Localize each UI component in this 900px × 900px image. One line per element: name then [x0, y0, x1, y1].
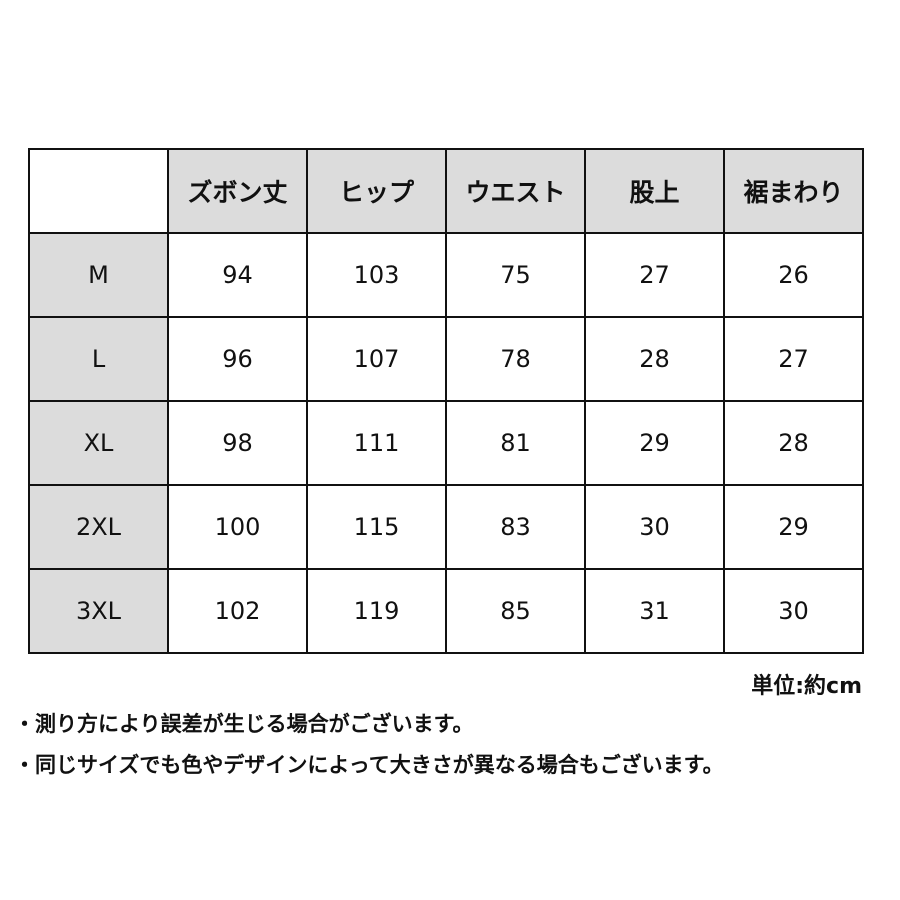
value-cell: 85	[445, 568, 586, 654]
value-cell: 100	[167, 484, 308, 570]
value-cell: 27	[584, 232, 725, 318]
header-cell: ヒップ	[306, 148, 447, 234]
value-cell: 119	[306, 568, 447, 654]
data-row: M 94 103 75 27 26	[28, 232, 864, 318]
value-cell: 75	[445, 232, 586, 318]
header-cell: 裾まわり	[723, 148, 864, 234]
unit-label: 単位:約cm	[751, 674, 862, 699]
value-cell: 28	[723, 400, 864, 486]
header-cell: ズボン丈	[167, 148, 308, 234]
value-cell: 30	[723, 568, 864, 654]
data-row: L 96 107 78 28 27	[28, 316, 864, 402]
size-cell: 2XL	[28, 484, 169, 570]
size-cell: L	[28, 316, 169, 402]
note: ・同じサイズでも色やデザインによって大きさが異なる場合もございます。	[14, 753, 724, 777]
value-cell: 102	[167, 568, 308, 654]
value-cell: 26	[723, 232, 864, 318]
data-row: 3XL 102 119 85 31 30	[28, 568, 864, 654]
value-cell: 83	[445, 484, 586, 570]
value-cell: 27	[723, 316, 864, 402]
header-cell: 股上	[584, 148, 725, 234]
data-row: 2XL 100 115 83 30 29	[28, 484, 864, 570]
value-cell: 31	[584, 568, 725, 654]
header-row: ズボン丈 ヒップ ウエスト 股上 裾まわり	[28, 148, 864, 234]
value-cell: 28	[584, 316, 725, 402]
size-cell: M	[28, 232, 169, 318]
size-cell: 3XL	[28, 568, 169, 654]
data-row: XL 98 111 81 29 28	[28, 400, 864, 486]
value-cell: 78	[445, 316, 586, 402]
value-cell: 107	[306, 316, 447, 402]
value-cell: 98	[167, 400, 308, 486]
value-cell: 103	[306, 232, 447, 318]
size-cell: XL	[28, 400, 169, 486]
note: ・測り方により誤差が生じる場合がございます。	[14, 712, 474, 736]
value-cell: 94	[167, 232, 308, 318]
value-cell: 81	[445, 400, 586, 486]
value-cell: 29	[723, 484, 864, 570]
value-cell: 96	[167, 316, 308, 402]
value-cell: 111	[306, 400, 447, 486]
corner-cell	[28, 148, 169, 234]
header-cell: ウエスト	[445, 148, 586, 234]
size-table: ズボン丈 ヒップ ウエスト 股上 裾まわり M 94 103 75 27 26 L 96 107 78 28 2…	[28, 148, 864, 654]
value-cell: 30	[584, 484, 725, 570]
value-cell: 29	[584, 400, 725, 486]
value-cell: 115	[306, 484, 447, 570]
